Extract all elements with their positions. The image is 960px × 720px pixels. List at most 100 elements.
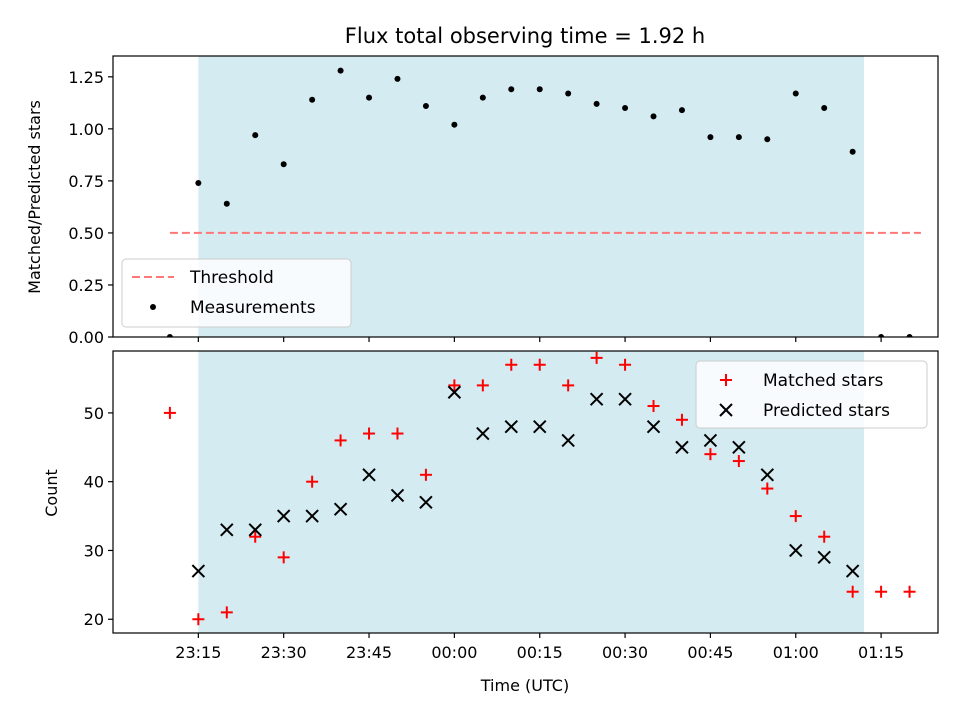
matched-stars-point-4 <box>277 551 290 564</box>
measurement-point-5 <box>309 96 316 103</box>
measurement-point-20 <box>735 134 742 141</box>
matched-stars-point-20 <box>732 455 745 468</box>
predicted-stars-point-11 <box>504 419 518 434</box>
x-tick-label-0: 23:15 <box>175 643 221 662</box>
predicted-stars-point-14 <box>589 392 604 406</box>
measurement-point-11 <box>479 94 486 101</box>
legend-measurements-swatch <box>150 304 156 310</box>
measurement-point-26 <box>906 334 913 337</box>
y-tick-label-0-5: 1.25 <box>68 68 104 87</box>
top-chart-title: Flux total observing time = 1.92 h <box>345 24 705 48</box>
measurement-point-24 <box>849 148 856 155</box>
bottom-legend: Matched stars Predicted stars <box>695 360 928 429</box>
y-tick-label-0-1: 0.25 <box>68 276 104 295</box>
matched-stars-point-26 <box>903 585 916 598</box>
measurement-point-1 <box>195 179 202 186</box>
x-tick-label-6: 00:45 <box>687 643 733 662</box>
matched-stars-point-17 <box>647 400 660 413</box>
matched-stars-point-0 <box>163 406 176 419</box>
predicted-stars-point-16 <box>646 419 661 434</box>
y-tick-label-0-3: 0.75 <box>68 172 104 191</box>
matched-stars-point-13 <box>533 358 546 371</box>
x-tick-label-8: 01:15 <box>858 643 904 662</box>
measurement-point-15 <box>593 100 600 107</box>
predicted-stars-point-6 <box>362 468 376 482</box>
measurement-point-17 <box>650 113 657 120</box>
predicted-stars-point-10 <box>476 426 490 441</box>
matched-stars-point-23 <box>818 530 831 543</box>
predicted-stars-point-2 <box>248 523 262 537</box>
x-tick-label-3: 00:00 <box>431 643 477 662</box>
matched-stars-point-24 <box>846 585 859 598</box>
bottom-plot-area <box>163 351 916 626</box>
measurement-point-8 <box>394 75 401 82</box>
matched-stars-point-22 <box>789 510 802 523</box>
predicted-stars-point-3 <box>276 509 291 523</box>
predicted-stars-point-23 <box>845 564 860 578</box>
bottom-legend-box <box>695 360 928 429</box>
measurement-point-6 <box>337 67 344 74</box>
matched-stars-point-6 <box>334 434 347 447</box>
predicted-stars-point-7 <box>390 488 405 503</box>
measurement-point-21 <box>764 136 771 143</box>
legend-matched-label: Matched stars <box>763 371 883 391</box>
predicted-stars-point-18 <box>703 433 718 448</box>
measurement-point-9 <box>422 102 429 109</box>
x-tick-label-2: 23:45 <box>346 643 392 662</box>
predicted-stars-point-21 <box>789 543 803 558</box>
legend-matched-swatch <box>720 374 732 386</box>
top-plot-frame <box>112 55 939 338</box>
legend-predicted-swatch <box>719 403 733 417</box>
legend-predicted-label: Predicted stars <box>763 401 890 421</box>
matched-stars-point-2 <box>220 606 233 619</box>
y-tick-label-1-3: 50 <box>84 404 104 423</box>
matched-stars-point-12 <box>505 358 518 371</box>
x-tick-label-1: 23:30 <box>261 643 307 662</box>
matched-stars-point-11 <box>476 379 489 392</box>
measurement-point-3 <box>252 132 259 139</box>
predicted-stars-point-20 <box>760 468 775 482</box>
measurement-point-16 <box>622 105 629 112</box>
measurement-point-2 <box>223 200 230 207</box>
matched-stars-point-3 <box>249 530 262 543</box>
matched-stars-point-19 <box>704 448 717 461</box>
top-legend-box <box>121 258 352 328</box>
predicted-stars-point-12 <box>533 419 547 434</box>
predicted-stars-point-0 <box>191 564 206 578</box>
predicted-stars-point-19 <box>732 440 746 454</box>
measurement-point-14 <box>565 90 572 97</box>
y-tick-label-1-0: 20 <box>84 610 104 629</box>
y-tick-label-1-2: 40 <box>84 473 104 492</box>
measurement-point-19 <box>707 134 714 141</box>
x-axis-label: Time (UTC) <box>480 676 569 695</box>
y-tick-label-1-1: 30 <box>84 541 104 560</box>
predicted-stars-point-17 <box>675 440 689 454</box>
measurement-point-7 <box>366 94 373 101</box>
x-tick-label-7: 01:00 <box>773 643 819 662</box>
measurement-point-0 <box>166 334 173 337</box>
bottom-plot-frame <box>112 350 939 634</box>
measurement-point-18 <box>678 107 685 114</box>
measurement-point-10 <box>451 121 458 128</box>
predicted-stars-point-1 <box>220 523 234 537</box>
matched-stars-point-16 <box>619 358 632 371</box>
predicted-stars-point-4 <box>305 509 319 523</box>
top-y-axis-label: Matched/Predicted stars <box>25 100 44 294</box>
measurement-point-22 <box>792 90 799 97</box>
predicted-stars-point-5 <box>333 502 348 516</box>
legend-threshold-label: Threshold <box>189 268 274 288</box>
matched-stars-point-8 <box>391 427 404 440</box>
matched-stars-point-14 <box>562 379 575 392</box>
matched-stars-point-15 <box>590 351 603 364</box>
bottom-y-axis-label: Count <box>42 469 61 517</box>
predicted-stars-point-9 <box>447 385 462 399</box>
predicted-stars-point-15 <box>618 392 632 406</box>
measurement-point-12 <box>508 86 515 93</box>
predicted-stars-point-22 <box>817 550 831 565</box>
predicted-stars-point-8 <box>419 495 433 510</box>
matched-stars-point-18 <box>675 413 688 426</box>
measurement-point-13 <box>536 86 543 93</box>
matched-stars-point-21 <box>761 482 774 495</box>
matched-stars-point-25 <box>875 585 888 598</box>
matched-stars-point-9 <box>419 468 432 481</box>
